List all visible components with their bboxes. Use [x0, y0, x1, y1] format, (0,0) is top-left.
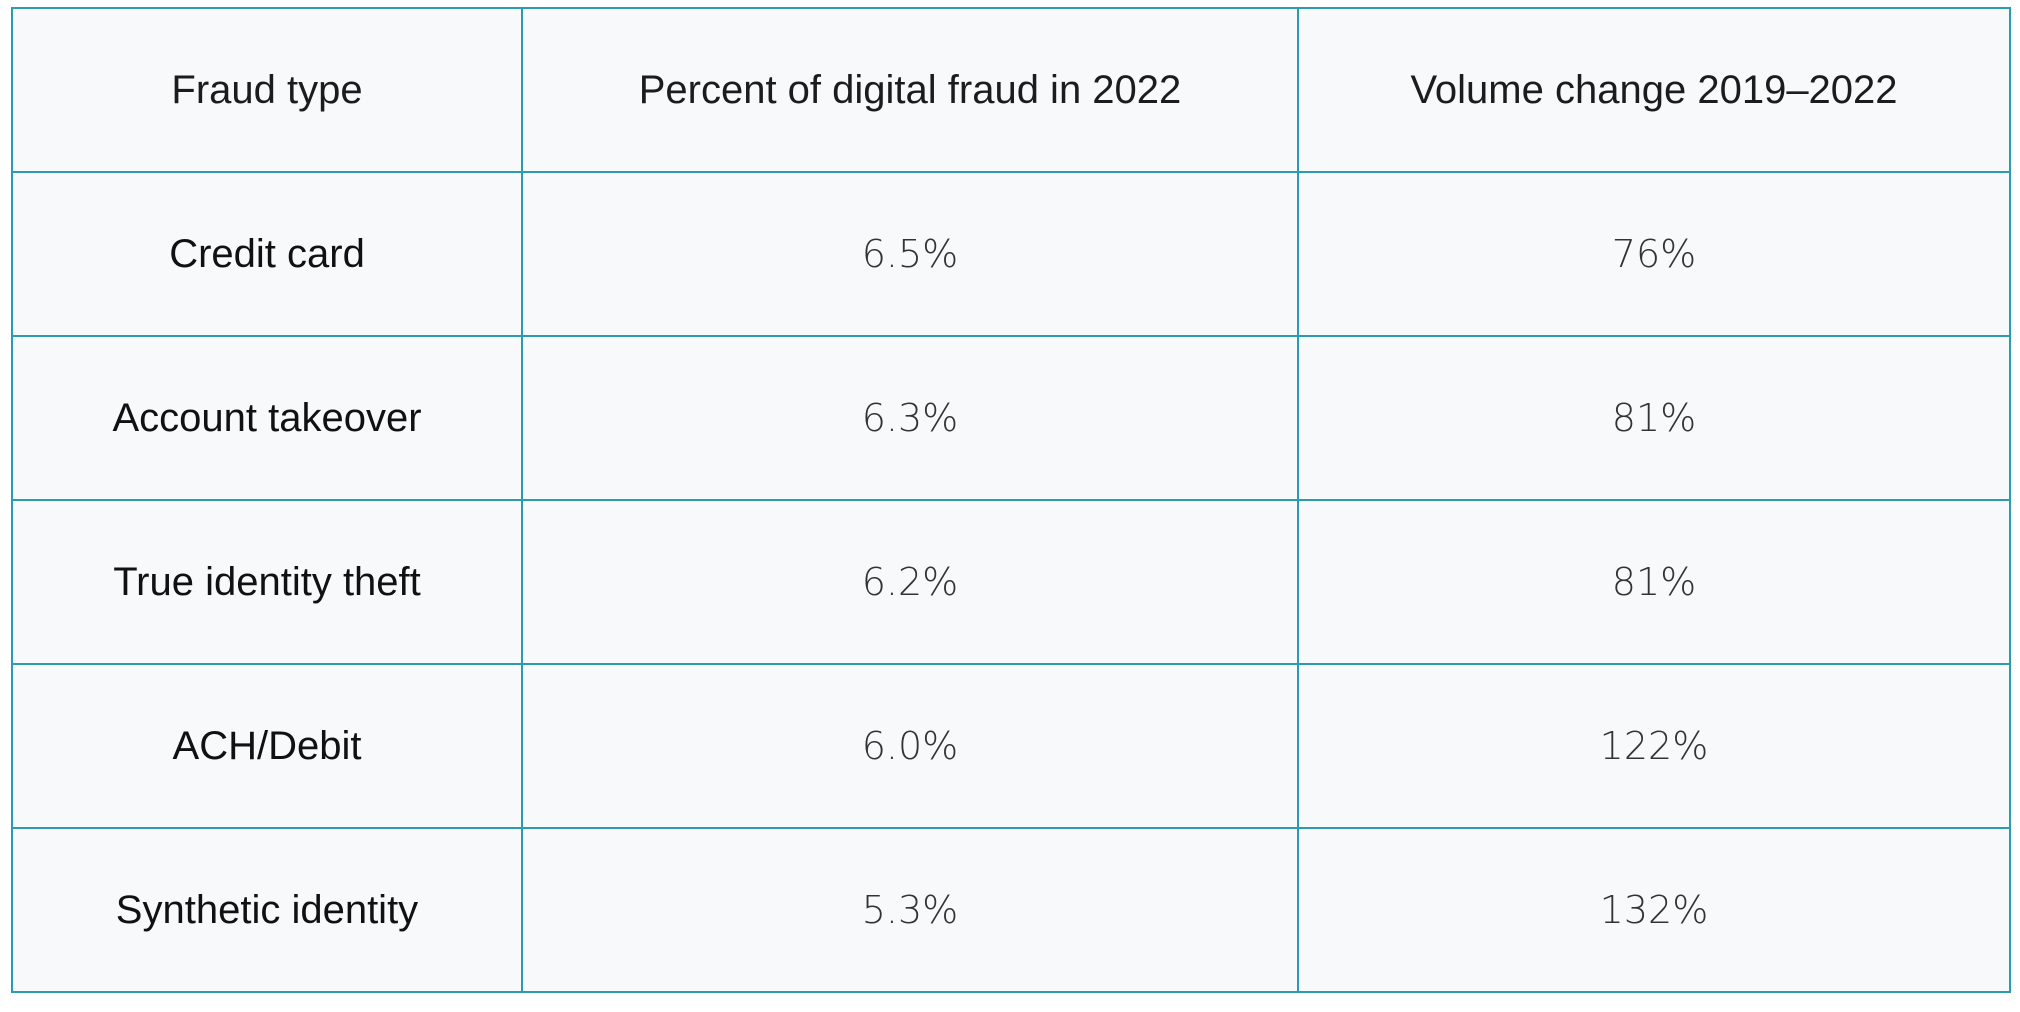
column-header-percent-2022: Percent of digital fraud in 2022 — [521, 7, 1299, 173]
table-header-row: Fraud type Percent of digital fraud in 2… — [11, 7, 2011, 173]
percent-cell: 6.3% — [521, 335, 1299, 501]
percent-cell: 6.2% — [521, 499, 1299, 665]
volume-change-cell: 132% — [1297, 827, 2011, 993]
fraud-type-cell: True identity theft — [11, 499, 523, 665]
fraud-type-cell: ACH/Debit — [11, 663, 523, 829]
fraud-table: Fraud type Percent of digital fraud in 2… — [11, 7, 2011, 993]
column-header-volume-change: Volume change 2019–2022 — [1297, 7, 2011, 173]
fraud-type-cell: Synthetic identity — [11, 827, 523, 993]
fraud-table-container: Fraud type Percent of digital fraud in 2… — [11, 7, 2011, 993]
fraud-type-cell: Credit card — [11, 171, 523, 337]
volume-change-cell: 81% — [1297, 335, 2011, 501]
percent-cell: 5.3% — [521, 827, 1299, 993]
volume-change-cell: 122% — [1297, 663, 2011, 829]
percent-cell: 6.5% — [521, 171, 1299, 337]
table-row: Account takeover 6.3% 81% — [11, 335, 2011, 501]
table-row: Synthetic identity 5.3% 132% — [11, 827, 2011, 993]
volume-change-cell: 76% — [1297, 171, 2011, 337]
percent-cell: 6.0% — [521, 663, 1299, 829]
volume-change-cell: 81% — [1297, 499, 2011, 665]
fraud-type-cell: Account takeover — [11, 335, 523, 501]
table-row: Credit card 6.5% 76% — [11, 171, 2011, 337]
table-row: ACH/Debit 6.0% 122% — [11, 663, 2011, 829]
column-header-fraud-type: Fraud type — [11, 7, 523, 173]
table-row: True identity theft 6.2% 81% — [11, 499, 2011, 665]
